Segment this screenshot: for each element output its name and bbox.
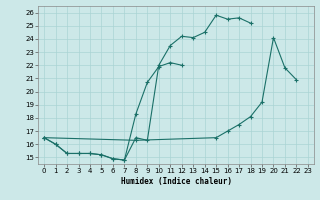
X-axis label: Humidex (Indice chaleur): Humidex (Indice chaleur) — [121, 177, 231, 186]
